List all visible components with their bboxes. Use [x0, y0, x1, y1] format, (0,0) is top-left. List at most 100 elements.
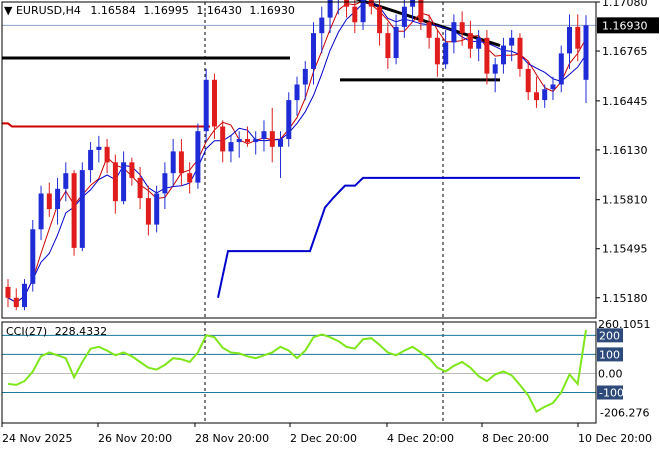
candle-body [517, 37, 523, 69]
chart-frame [1, 1, 597, 424]
candle-body [426, 22, 432, 38]
candle-body [434, 37, 440, 65]
cci-level-badge-text: 200 [599, 329, 620, 342]
cci-level-badge [597, 328, 623, 343]
candle-body [360, 0, 366, 23]
moving-average-blue [7, 0, 587, 303]
candle-body [459, 22, 465, 34]
candle-body [88, 149, 94, 171]
candle-body [368, 0, 374, 7]
time-tick-label: 4 Dec 20:00 [387, 432, 454, 445]
axes: 1.17080 1.16765 1.16445 1.16130 1.15810 1.154… [1, 0, 659, 445]
price-tick-label: 1.16445 [602, 95, 648, 108]
cci-header: CCI(27) 228.4332 [6, 325, 107, 338]
candle-body [534, 92, 539, 101]
time-tick-label: 10 Dec 20:00 [578, 432, 652, 445]
candles [5, 0, 589, 311]
time-tick-label: 24 Nov 2025 [2, 432, 72, 445]
drawn-trendlines [2, 0, 580, 298]
candle-body [467, 33, 473, 49]
candle-body [327, 0, 333, 18]
candle-body [220, 126, 226, 152]
candle-body [38, 193, 44, 230]
candle-body [121, 162, 127, 202]
candle-body [294, 84, 300, 101]
candle-body [170, 151, 176, 174]
candle-body [311, 33, 316, 69]
cci-panel [2, 329, 596, 413]
candle-body [195, 131, 201, 183]
candle-body [575, 26, 581, 49]
price-tick-label: 1.15495 [602, 243, 648, 256]
price-tick-label: 1.16765 [602, 45, 648, 58]
candle-body [212, 79, 217, 127]
candle-body [542, 89, 548, 101]
cci-min-label: -206.276 [600, 407, 649, 420]
cci-max-label: 260.1051 [598, 318, 651, 331]
current-price-badge [597, 17, 659, 34]
candle-body [154, 193, 160, 225]
candle-body [13, 297, 19, 308]
current-price-badge-text: 1.16930 [602, 19, 648, 32]
candle-body [377, 6, 383, 34]
candle-body [187, 173, 193, 183]
price-tick-label: 1.16130 [602, 144, 648, 157]
cci-pane-frame [1, 321, 597, 424]
candle-body [567, 26, 572, 54]
cci-current-value: 228.4332 [55, 325, 108, 338]
candle-body [162, 173, 168, 194]
candle-body [112, 162, 118, 202]
grid-lines [2, 2, 596, 423]
candle-body [319, 17, 325, 34]
cci-level-badge-text: -100 [599, 387, 624, 400]
candle-body [410, 0, 416, 7]
candle-body [501, 45, 506, 65]
price-tick-label: 1.17080 [602, 0, 648, 9]
candle-body [583, 25, 589, 80]
candle-body [558, 53, 564, 85]
candle-body [509, 37, 515, 46]
candle-body [145, 198, 151, 225]
candle-body [253, 139, 259, 143]
high-value: 1.16995 [143, 4, 189, 17]
candle-body [63, 173, 69, 189]
candle-body [525, 68, 531, 93]
candle-body [418, 0, 424, 23]
candle-body [492, 64, 498, 74]
time-tick-label: 8 Dec 20:00 [482, 432, 549, 445]
candle-body [46, 193, 52, 210]
collapse-triangle-icon: ▼ [4, 4, 16, 17]
resistance-level-red [2, 122, 210, 128]
candle-body [393, 26, 399, 58]
close-value: 1.16930 [249, 4, 295, 17]
candle-body [344, 0, 350, 7]
candle-body [71, 173, 77, 248]
time-tick-label: 28 Nov 20:00 [195, 432, 269, 445]
candle-body [236, 139, 242, 143]
moving-average-red [7, 0, 587, 303]
candle-body [245, 139, 250, 143]
cci-line [7, 329, 587, 413]
candle-body [550, 84, 556, 90]
candle-body [401, 6, 407, 27]
candle-body [476, 37, 482, 49]
candle-body [451, 22, 457, 43]
candle-body [269, 131, 275, 147]
time-tick-label: 2 Dec 20:00 [290, 432, 357, 445]
candle-body [30, 229, 36, 284]
cci-zero-label: 0.00 [598, 367, 623, 380]
candle-body [178, 151, 184, 174]
candle-body [129, 162, 135, 178]
candle-body [228, 142, 234, 152]
cci-level-badge-text: 100 [599, 348, 620, 361]
price-tick-label: 1.15810 [602, 194, 648, 207]
candle-body [286, 100, 292, 139]
candle-body [5, 286, 11, 298]
cci-level-badge [597, 385, 623, 400]
cci-label: CCI(27) [6, 325, 47, 338]
indicator-lines [7, 0, 587, 303]
candle-body [302, 68, 308, 85]
candle-body [278, 139, 283, 147]
